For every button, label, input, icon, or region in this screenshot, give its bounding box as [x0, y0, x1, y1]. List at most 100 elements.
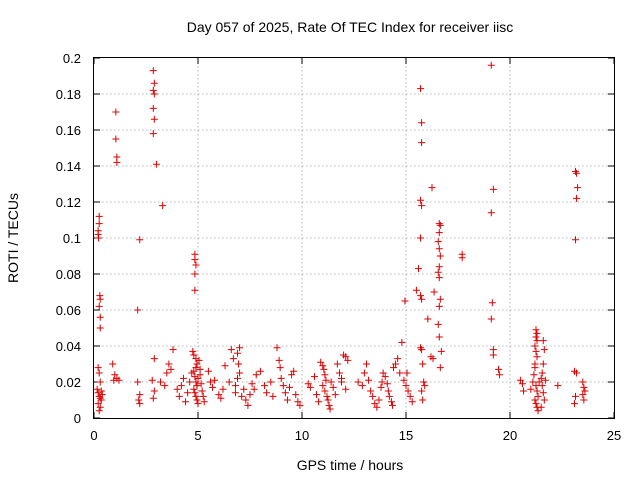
data-point: [196, 371, 204, 379]
data-point: [529, 378, 537, 386]
data-point: [418, 295, 426, 303]
data-point: [136, 391, 144, 399]
y-tick-label: 0.1: [63, 231, 81, 246]
data-point: [396, 369, 404, 377]
data-point: [115, 376, 123, 384]
data-point: [401, 297, 409, 305]
x-tick-label: 25: [607, 428, 621, 443]
data-point: [418, 119, 426, 127]
data-point: [572, 167, 580, 175]
data-point: [516, 376, 524, 384]
data-point: [533, 387, 541, 395]
data-point: [95, 392, 103, 400]
data-point: [165, 360, 173, 368]
data-point: [195, 356, 203, 364]
data-point: [191, 256, 199, 264]
data-point: [275, 356, 283, 364]
data-point: [532, 400, 540, 408]
data-point: [192, 392, 200, 400]
data-point: [532, 347, 540, 355]
data-point: [215, 391, 223, 399]
data-point: [93, 385, 101, 393]
y-tick-label: 0.2: [63, 51, 81, 66]
data-point: [186, 378, 194, 386]
data-point: [573, 369, 581, 377]
data-point: [321, 371, 329, 379]
data-point: [488, 299, 496, 307]
data-point: [252, 371, 260, 379]
data-point: [95, 369, 103, 377]
data-point: [436, 364, 444, 372]
data-point: [531, 360, 539, 368]
data-point: [157, 378, 165, 386]
data-point: [227, 346, 235, 354]
data-point: [238, 392, 246, 400]
data-point: [96, 394, 104, 402]
data-point: [489, 351, 497, 359]
data-point: [533, 353, 541, 361]
data-point: [417, 292, 425, 300]
data-point: [189, 347, 197, 355]
data-point: [414, 265, 422, 273]
data-point: [534, 407, 542, 415]
data-point: [338, 378, 346, 386]
data-point: [572, 236, 580, 244]
data-point: [190, 351, 198, 359]
data-point: [306, 383, 314, 391]
data-point: [248, 380, 256, 388]
data-point: [408, 398, 416, 406]
data-point: [579, 378, 587, 386]
data-point: [435, 333, 443, 341]
data-point: [487, 61, 495, 69]
data-point: [326, 405, 334, 413]
data-point: [294, 398, 302, 406]
y-tick-label: 0.08: [56, 267, 81, 282]
data-point: [319, 362, 327, 370]
data-point: [263, 389, 271, 397]
data-point: [344, 356, 352, 364]
data-point: [198, 387, 206, 395]
y-tick-label: 0.12: [56, 195, 81, 210]
data-point: [98, 391, 106, 399]
data-point: [371, 400, 379, 408]
data-point: [290, 367, 298, 375]
data-point: [322, 376, 330, 384]
data-point: [200, 398, 208, 406]
data-point: [177, 382, 185, 390]
data-point: [434, 320, 442, 328]
data-point: [383, 380, 391, 388]
data-point: [436, 295, 444, 303]
data-point: [418, 139, 426, 147]
data-point: [296, 401, 304, 409]
data-point: [533, 337, 541, 345]
data-point: [570, 400, 578, 408]
data-point: [373, 403, 381, 411]
data-point: [417, 85, 425, 93]
data-point: [242, 396, 250, 404]
data-point: [554, 382, 562, 390]
data-point: [435, 229, 443, 237]
data-point: [489, 185, 497, 193]
data-point: [539, 337, 547, 345]
data-point: [192, 378, 200, 386]
data-points: [93, 61, 589, 415]
data-point: [402, 382, 410, 390]
data-point: [412, 286, 420, 294]
data-point: [95, 407, 103, 415]
data-point: [225, 378, 233, 386]
data-point: [194, 400, 202, 408]
data-point: [437, 347, 445, 355]
data-point: [429, 355, 437, 363]
data-point: [113, 158, 121, 166]
data-point: [320, 365, 328, 373]
data-point: [175, 392, 183, 400]
data-point: [581, 387, 589, 395]
data-point: [97, 387, 105, 395]
data-point: [269, 392, 277, 400]
data-point: [256, 367, 264, 375]
data-point: [435, 220, 443, 228]
data-point: [246, 391, 254, 399]
data-point: [159, 202, 167, 210]
data-point: [535, 378, 543, 386]
